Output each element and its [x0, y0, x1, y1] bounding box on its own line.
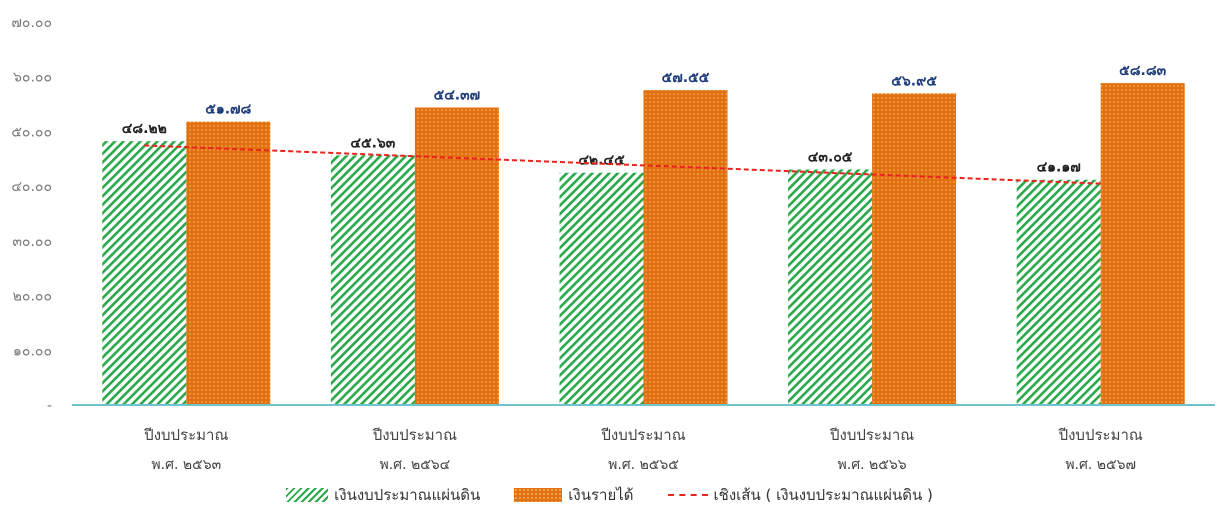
legend-label-budget: เงินงบประมาณแผ่นดิน — [334, 486, 481, 504]
bar-budget — [559, 172, 644, 405]
legend-swatch-budget — [286, 488, 329, 502]
legend: เงินงบประมาณแผ่นดิน เงินรายได้ เชิงเส้น … — [0, 482, 1219, 508]
bar-budget — [102, 141, 187, 405]
x-tick-label: ปีงบประมาณ — [143, 426, 228, 444]
y-tick-label: ๓๐.๐๐ — [12, 234, 52, 250]
bar-revenue — [1100, 83, 1185, 406]
x-tick-label: ปีงบประมาณ — [372, 426, 457, 444]
y-tick-label: - — [47, 398, 52, 414]
data-label-revenue: ๕๑.๗๘ — [205, 102, 251, 118]
bar-budget — [788, 169, 873, 405]
legend-swatch-trendline — [667, 494, 708, 496]
legend-label-trendline: เชิงเส้น ( เงินงบประมาณแผ่นดิน ) — [713, 486, 933, 504]
legend-item-trendline: เชิงเส้น ( เงินงบประมาณแผ่นดิน ) — [667, 483, 933, 507]
y-tick-label: ๔๐.๐๐ — [11, 179, 52, 195]
x-tick-label: ปีงบประมาณ — [600, 426, 685, 444]
bar-revenue — [872, 93, 957, 405]
legend-label-revenue: เงินรายได้ — [568, 486, 634, 504]
x-tick-sublabel: พ.ศ. ๒๕๖๓ — [151, 457, 221, 473]
x-tick-label: ปีงบประมาณ — [829, 426, 914, 444]
data-label-budget: ๔๕.๖๓ — [350, 135, 395, 151]
x-tick-sublabel: พ.ศ. ๒๕๖๕ — [608, 457, 679, 473]
x-tick-sublabel: พ.ศ. ๒๕๖๖ — [838, 457, 907, 473]
y-tick-label: ๗๐.๐๐ — [11, 15, 52, 31]
data-label-revenue: ๕๘.๘๓ — [1119, 63, 1167, 79]
data-label-revenue: ๕๔.๓๗ — [434, 88, 481, 104]
data-label-budget: ๔๑.๑๗ — [1037, 160, 1081, 176]
bars — [102, 83, 1185, 406]
bar-budget — [330, 155, 415, 405]
x-tick-label: ปีงบประมาณ — [1058, 426, 1143, 444]
data-label-budget: ๔๓.๐๕ — [808, 149, 853, 165]
legend-item-revenue: เงินรายได้ — [514, 483, 634, 507]
x-tick-sublabel: พ.ศ. ๒๕๖๔ — [380, 457, 451, 473]
legend-item-budget: เงินงบประมาณแผ่นดิน — [286, 483, 480, 507]
bar-revenue — [186, 121, 271, 406]
data-label-budget: ๔๒.๔๕ — [578, 153, 625, 169]
chart-plot: - ๑๐.๐๐ ๒๐.๐๐ ๓๐.๐๐ ๔๐.๐๐ ๕๐.๐๐ ๖๐.๐๐ ๗๐.๐๐ ๔๘.… — [11, 15, 1215, 473]
y-tick-label: ๖๐.๐๐ — [13, 70, 52, 86]
data-label-revenue: ๕๖.๙๕ — [891, 73, 937, 89]
legend-swatch-revenue — [514, 488, 563, 502]
data-label-revenue: ๕๗.๕๕ — [662, 70, 710, 86]
y-axis: - ๑๐.๐๐ ๒๐.๐๐ ๓๐.๐๐ ๔๐.๐๐ ๕๐.๐๐ ๖๐.๐๐ ๗๐.๐๐ — [11, 15, 52, 414]
y-tick-label: ๒๐.๐๐ — [13, 289, 52, 305]
bar-revenue — [414, 107, 499, 405]
bar-revenue — [643, 90, 728, 405]
y-tick-label: ๕๐.๐๐ — [11, 124, 52, 140]
data-label-budget: ๔๘.๒๒ — [122, 121, 167, 137]
y-tick-label: ๑๐.๐๐ — [13, 343, 52, 359]
x-tick-sublabel: พ.ศ. ๒๕๖๗ — [1065, 457, 1136, 473]
bar-budget — [1016, 179, 1101, 405]
